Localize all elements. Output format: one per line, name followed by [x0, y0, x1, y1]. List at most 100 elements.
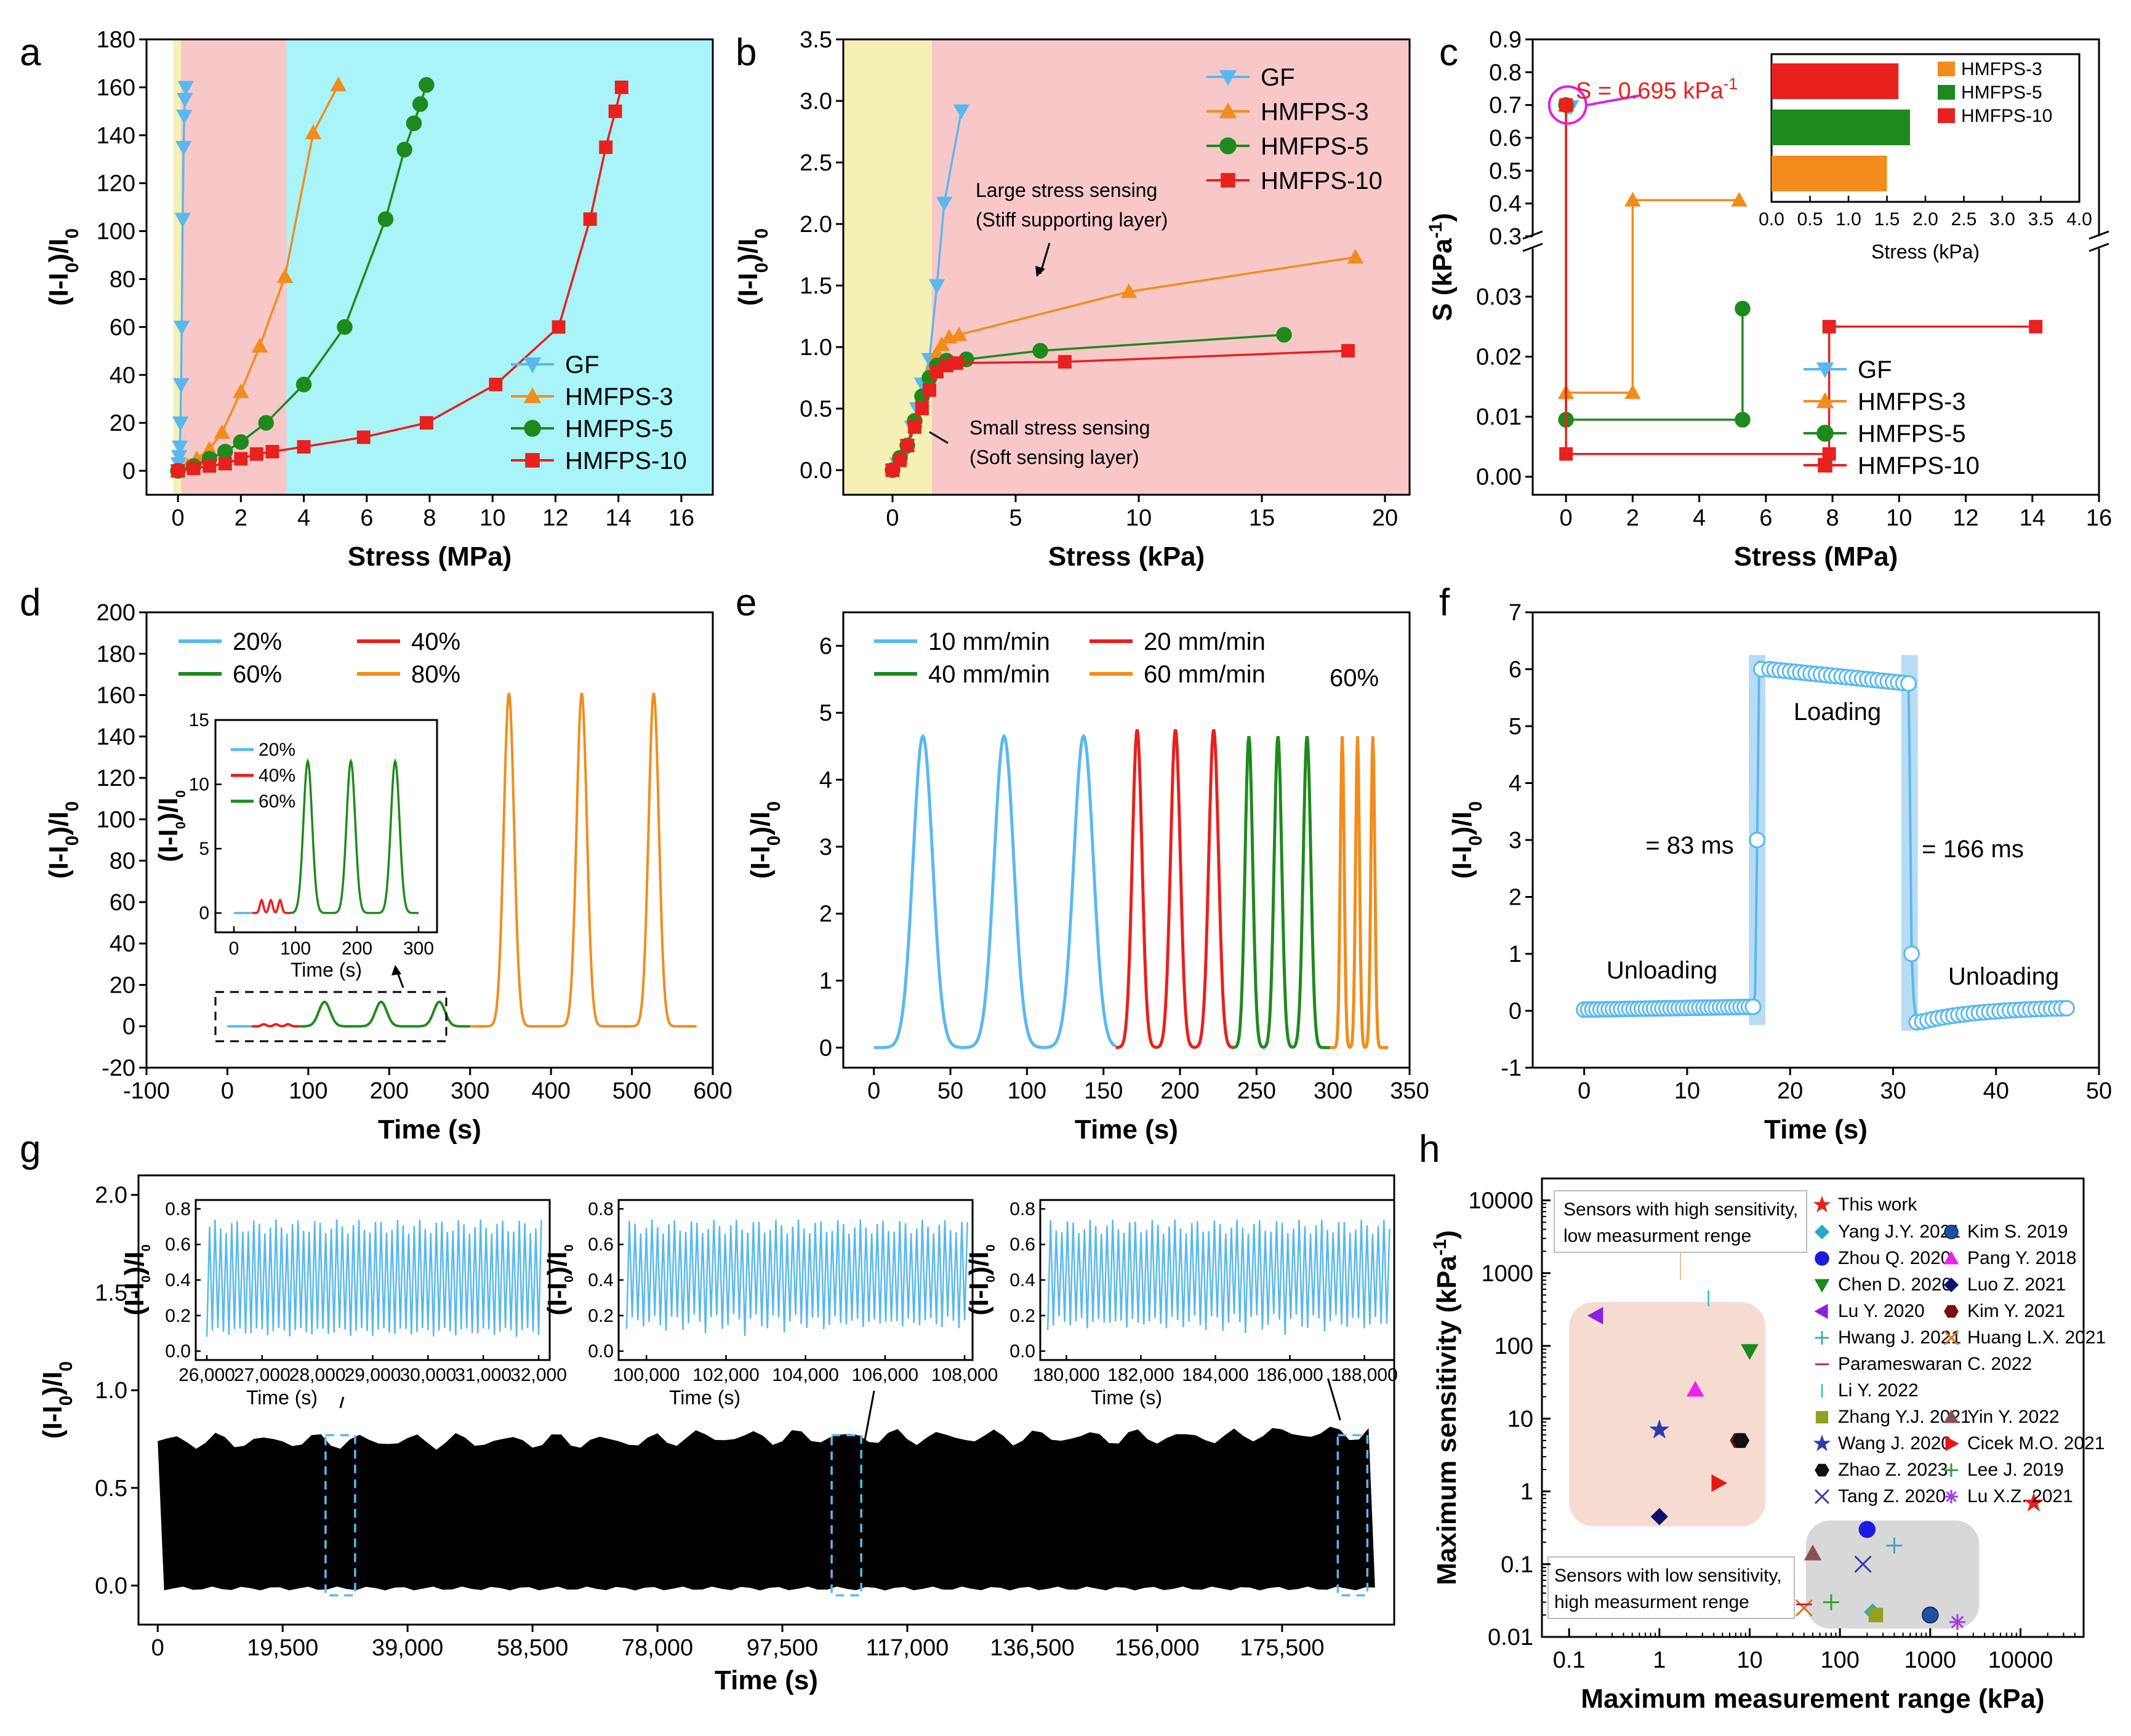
data-point-GF	[171, 440, 188, 455]
y-axis-title-part: 0	[764, 801, 784, 812]
y-tick-label: 0	[1509, 999, 1522, 1025]
data-point	[1744, 998, 1762, 1015]
data-point-HMFPS-10	[608, 104, 622, 118]
legend-label-10 mm/min: 10 mm/min	[928, 628, 1050, 655]
inset-y-tick-label: 10	[189, 775, 209, 795]
cyclic-signal-band	[158, 1426, 1375, 1591]
legend-GF-label: GF	[1858, 356, 1892, 383]
data-point-GF	[172, 416, 189, 431]
x-tick-label: 136,500	[990, 1635, 1074, 1661]
y-tick-label: 0.01	[1476, 404, 1522, 430]
legend-label: Chen D. 2020	[1838, 1274, 1952, 1295]
legend-marker-Tang-Z-2020	[1814, 1489, 1830, 1505]
legend-label: Lee J. 2019	[1967, 1460, 2064, 1480]
inset-x-tick-label: 188,000	[1331, 1365, 1397, 1385]
inset-x-tick-label: 180,000	[1033, 1365, 1099, 1385]
y-tick-label: 0	[122, 1014, 135, 1040]
y-tick-label: 80	[110, 266, 135, 292]
y-axis-title: (I-I0)/I0	[733, 228, 772, 306]
x-tick-label: 20	[1372, 505, 1398, 531]
data-point-HMFPS-10	[297, 440, 311, 454]
legend-label: Wang J. 2020	[1838, 1433, 1951, 1454]
zone-label-2a: Sensors with low sensitivity,	[1554, 1566, 1782, 1586]
inset-y-tick-label: 0	[199, 903, 209, 924]
data-point-HMFPS-5	[295, 377, 312, 393]
legend-marker-This-work	[1813, 1195, 1831, 1213]
data-point-HMFPS-10	[356, 430, 371, 444]
inset-y-tick-label: 0.2	[588, 1306, 614, 1326]
y-axis-title-part: (I-I	[44, 273, 74, 306]
inset-frame	[214, 719, 438, 934]
data-point-HMFPS-5	[396, 142, 412, 158]
y-axis-title: (I-I0)/I0	[1447, 801, 1486, 879]
zone-label-box-2	[1547, 1556, 1795, 1619]
data-point-HMFPS-10	[249, 447, 263, 461]
data-point-Zhang-Y-J-2021	[1868, 1607, 1884, 1623]
y-axis-title-part: 0	[984, 1276, 998, 1282]
y-tick-label: 0.1	[1501, 1552, 1533, 1578]
data-point-HMFPS-3	[950, 326, 968, 342]
legend-label-60 mm/min: 60 mm/min	[1144, 661, 1266, 688]
data-point-HMFPS-5	[217, 444, 233, 460]
x-axis-title: Stress (MPa)	[1734, 542, 1898, 572]
y-tick-label: 1	[1520, 1479, 1533, 1505]
legend-label: Yin Y. 2022	[1967, 1407, 2060, 1427]
x-tick-label: 300	[451, 1078, 489, 1104]
inset-legend-label: HMFPS-5	[1961, 82, 2042, 103]
x-tick-label: 97,500	[747, 1635, 818, 1661]
legend-GF-marker	[1219, 70, 1237, 86]
series-line-40%	[251, 1023, 300, 1028]
legend-label: Huang L.X. 2021	[1967, 1327, 2106, 1348]
x-tick-label: 200	[370, 1078, 409, 1104]
x-tick-label: 1000	[1904, 1647, 1957, 1673]
x-axis-title: Stress (kPa)	[1048, 542, 1205, 572]
y-tick-label: 100	[1495, 1334, 1533, 1359]
y-axis-title-part: 0	[56, 1361, 76, 1372]
legend-HMFPS-3-label: HMFPS-3	[565, 383, 673, 410]
y-tick-label: 2.0	[95, 1183, 127, 1209]
y-axis-title-sup: -1	[1430, 1239, 1450, 1256]
inset-x-tick-label: 2.5	[1951, 209, 1977, 230]
annotation-large-1: Large stress sensing	[976, 179, 1157, 201]
x-tick-label: 0	[172, 505, 185, 531]
x-axis-title: Time (s)	[715, 1665, 818, 1695]
x-tick-label: 0	[1578, 1078, 1591, 1104]
inset-x-tick-label: 184,000	[1182, 1365, 1248, 1385]
y-tick-label: 0.0	[95, 1574, 127, 1599]
y-tick-label: 0.0	[800, 458, 832, 484]
y-tick-label: 1.0	[95, 1378, 127, 1404]
x-tick-label: 0	[1560, 505, 1573, 531]
panel-letter-g: g	[20, 1128, 41, 1170]
inset-x-tick-label: 182,000	[1107, 1365, 1174, 1385]
y-tick-label: 2.5	[800, 150, 832, 176]
annotation-small-1: Small stress sensing	[969, 417, 1150, 439]
y-tick-label: 60	[110, 890, 135, 916]
x-tick-label: 1	[1653, 1647, 1666, 1673]
plot-frame	[137, 1174, 1395, 1626]
x-axis-title: Time (s)	[378, 1114, 481, 1145]
x-tick-label: 156,000	[1115, 1635, 1199, 1661]
legend-HMFPS-3-label: HMFPS-3	[1858, 388, 1966, 415]
legend-HMFPS-5-marker	[1816, 425, 1834, 442]
inset-legend-swatch	[1938, 62, 1955, 76]
y-axis-title-part: )/I	[38, 1372, 68, 1396]
y-tick-label: 40	[110, 931, 135, 957]
x-tick-label: 100	[289, 1078, 327, 1104]
inset-legend-label: 40%	[259, 766, 295, 786]
data-point-HMFPS-10	[489, 377, 503, 391]
y-tick-label: 1.5	[800, 273, 832, 299]
y-axis-title-part: 0	[62, 263, 82, 273]
inset-line-40%	[252, 898, 289, 914]
y-tick-label: -1	[1501, 1055, 1522, 1081]
y-tick-label: 80	[110, 849, 135, 874]
x-tick-label: 600	[693, 1078, 732, 1104]
data-point-GF	[177, 81, 195, 96]
inset-signal-3	[1046, 1219, 1391, 1335]
inset-pointer-1	[339, 1396, 345, 1409]
inset-bar-HMFPS-5	[1772, 110, 1910, 145]
y-tick-label: 0.5	[800, 396, 832, 422]
x-tick-label: 14	[606, 505, 632, 531]
y-axis-title-part: 0	[984, 1244, 998, 1251]
data-point-HMFPS-10	[419, 416, 433, 430]
legend-HMFPS-3-marker	[1816, 392, 1834, 409]
